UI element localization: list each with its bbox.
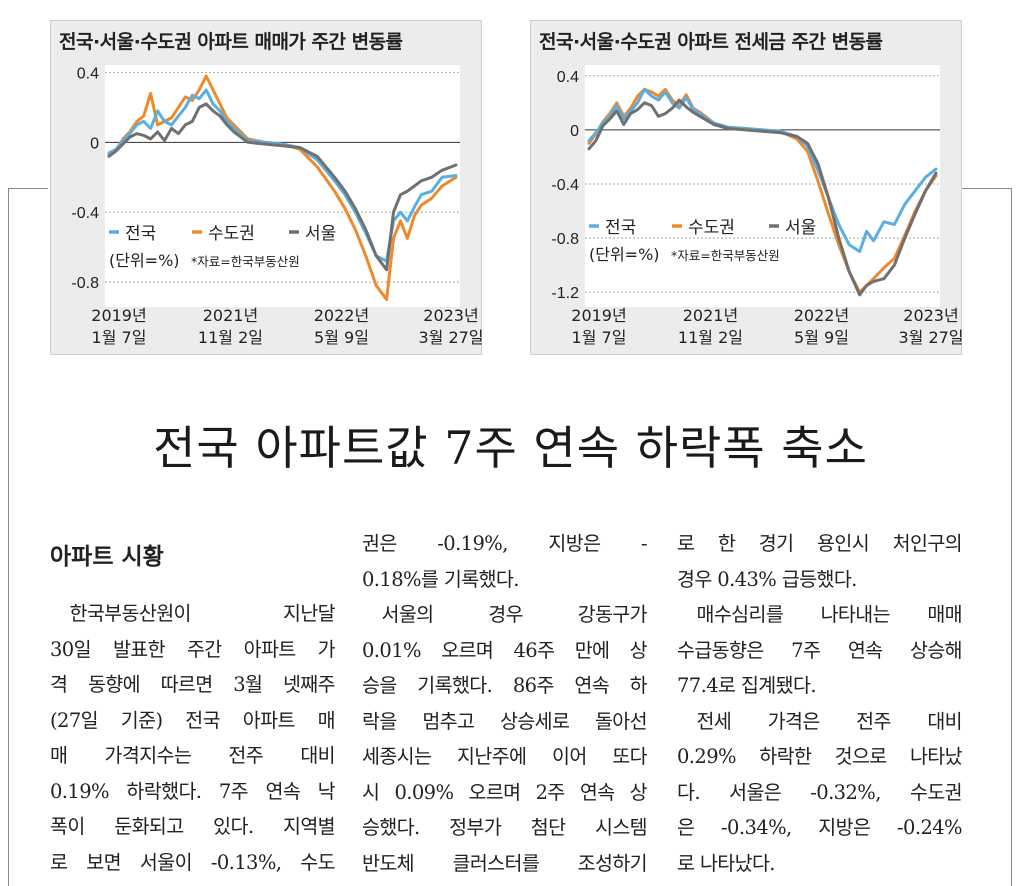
article-line: 격 동향에 따르면 3월 넷째주 — [50, 673, 336, 696]
frame-left-top — [8, 188, 48, 189]
article-line: 수급동향은 7주 연속 상승해 — [677, 638, 963, 662]
legend-label: 서울 — [785, 218, 816, 238]
article-line: 세종시는 지난주에 이어 또다 — [362, 745, 648, 768]
x-tick-label: 2021년 — [683, 306, 738, 325]
legend-label: 수도권 — [688, 218, 735, 238]
article-line: 전세 가격은 전주 대비 — [696, 709, 963, 733]
x-tick-label: 2023년 — [423, 306, 478, 325]
series-line-전국 — [107, 88, 458, 263]
article-line: 0.18%를 기록했다. — [362, 567, 519, 591]
y-tick-label: -1.2 — [551, 285, 579, 302]
article-line: 매 가격지수는 전주 대비 — [50, 744, 336, 767]
frame-right-top — [962, 188, 1012, 189]
article-column-2: 권은 -0.19%, 지방은 - 0.18%를 기록했다. 서울의 경우 강동구가 0… — [362, 526, 648, 881]
x-tick-label: 1월 7일 — [572, 328, 627, 347]
chart-title: 전국·서울·수도권 아파트 전세금 주간 변동률 — [539, 31, 883, 53]
article-line: 30일 발표한 주간 아파트 가 — [50, 637, 336, 661]
x-tick-label: 11월 2일 — [198, 328, 263, 347]
x-tick-label: 2022년 — [794, 306, 849, 325]
article-line: 로 보면 서울이 -0.13%, 수도 — [50, 850, 336, 874]
x-tick-label: 2019년 — [571, 306, 626, 325]
legend-label: 전국 — [605, 218, 636, 238]
x-tick-label: 2019년 — [91, 306, 146, 325]
headline: 전국 아파트값 7주 연속 하락폭 축소 — [153, 421, 868, 475]
x-tick-label: 3월 27일 — [898, 328, 963, 347]
y-tick-label: 0 — [570, 123, 579, 140]
article-line: 한국부동산원이 지난달 — [69, 602, 336, 625]
y-tick-label: -0.8 — [551, 231, 579, 248]
article-line: 서울의 경우 강동구가 — [381, 603, 648, 626]
plot-area — [585, 65, 940, 307]
article-line: 권은 -0.19%, 지방은 - — [362, 532, 648, 555]
article-line: 경우 0.43% 급등했다. — [677, 567, 857, 591]
sale-price-chart: 전국·서울·수도권 아파트 매매가 주간 변동률 0.4 0 -0.4 -0.8 201… — [50, 20, 483, 355]
frame-right-vertical — [1011, 188, 1012, 886]
y-tick-label: 0.4 — [77, 65, 99, 82]
y-tick-label: -0.4 — [71, 205, 99, 222]
article-line: (27일 기준) 전국 아파트 매 — [50, 708, 336, 732]
legend-label: 전국 — [125, 224, 156, 244]
article-line: 0.29% 하락한 것으로 나타났 — [677, 745, 963, 768]
plot-area — [105, 65, 460, 307]
sale-price-chart-plot: 0.4 0 -0.4 -0.8 2019년 1월 7일 2021년 11월 2일 2022년 5월… — [71, 65, 483, 347]
y-tick-label: -0.8 — [71, 275, 99, 292]
unit-note: (단위=%) — [109, 251, 180, 270]
article-line: 77.4로 집계됐다. — [677, 674, 817, 697]
legend-label: 수도권 — [208, 224, 255, 244]
x-tick-label: 5월 9일 — [314, 328, 369, 347]
legend-label: 서울 — [305, 224, 336, 244]
article-line: 락을 멈추고 상승세로 돌아선 — [362, 709, 648, 733]
x-tick-label: 2022년 — [314, 306, 369, 325]
y-tick-label: 0.4 — [557, 69, 579, 86]
article-line: 은 -0.34%, 지방은 -0.24% — [677, 816, 963, 839]
article-line: 0.19% 하락했다. 7주 연속 낙 — [50, 779, 336, 803]
article-line: 승했다. 정부가 첨단 시스템 — [362, 816, 648, 839]
x-tick-label: 2021년 — [203, 306, 258, 325]
chart-title: 전국·서울·수도권 아파트 매매가 주간 변동률 — [59, 31, 403, 53]
jeonse-chart-plot: 0.4 0 -0.4 -0.8 -1.2 2019년 1월 7일 2021년 11월 2일 202… — [551, 65, 963, 347]
source-note: *자료=한국부동산원 — [671, 248, 780, 263]
article-line: 반도체 클러스터를 조성하기 — [362, 851, 648, 875]
frame-left-vertical — [8, 188, 9, 886]
series-line-서울 — [107, 102, 458, 272]
y-tick-label: 0 — [90, 135, 99, 152]
x-tick-label: 1월 7일 — [92, 328, 147, 347]
article-line: 다. 서울은 -0.32%, 수도권 — [677, 780, 963, 804]
article-line: 시 0.09% 오르며 2주 연속 상 — [362, 780, 648, 804]
article-line: 승을 기록했다. 86주 연속 하 — [362, 674, 648, 697]
x-tick-label: 5월 9일 — [794, 328, 849, 347]
y-tick-label: -0.4 — [551, 177, 579, 194]
article-line: 매수심리를 나타내는 매매 — [696, 603, 963, 626]
section-title: 아파트 시황 — [50, 544, 164, 570]
jeonse-chart: 전국·서울·수도권 아파트 전세금 주간 변동률 0.4 0 -0.4 -0.8 -1.… — [530, 20, 963, 355]
series-line-수도권 — [107, 74, 458, 301]
article-line: 로 한 경기 용인시 처인구의 — [677, 532, 963, 555]
series-line-서울 — [587, 98, 938, 297]
article-line: 로 나타났다. — [677, 851, 776, 875]
source-note: *자료=한국부동산원 — [191, 254, 300, 269]
x-tick-label: 11월 2일 — [678, 328, 743, 347]
x-tick-label: 3월 27일 — [418, 328, 483, 347]
unit-note: (단위=%) — [589, 245, 660, 264]
article-line: 폭이 둔화되고 있다. 지역별 — [50, 815, 336, 838]
article-line: 0.01% 오르며 46주 만에 상 — [362, 638, 648, 662]
x-tick-label: 2023년 — [903, 306, 958, 325]
